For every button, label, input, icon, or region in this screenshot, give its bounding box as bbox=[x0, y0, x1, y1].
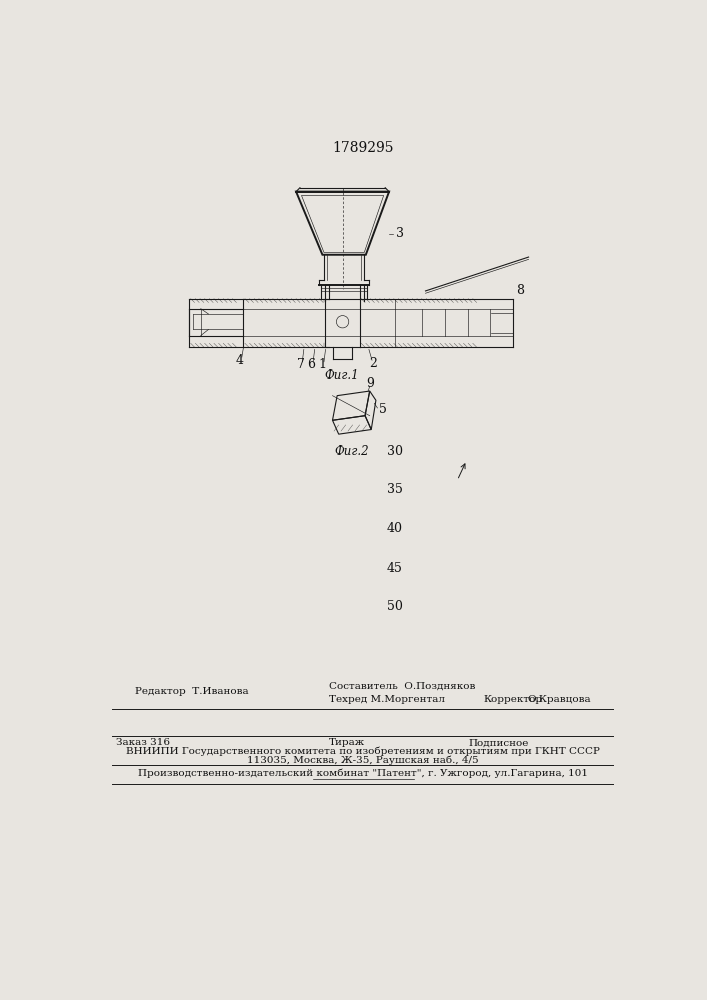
Text: О.Кравцова: О.Кравцова bbox=[528, 695, 592, 704]
Text: Техред М.Моргентал: Техред М.Моргентал bbox=[329, 695, 445, 704]
Text: Корректор: Корректор bbox=[484, 695, 543, 704]
Text: 35: 35 bbox=[387, 483, 402, 496]
Text: Заказ 316: Заказ 316 bbox=[115, 738, 170, 747]
Text: 4: 4 bbox=[235, 354, 243, 367]
Text: 2: 2 bbox=[370, 357, 378, 370]
Text: 3: 3 bbox=[396, 227, 404, 240]
Text: 7: 7 bbox=[297, 358, 305, 371]
Text: Редактор  Т.Иванова: Редактор Т.Иванова bbox=[135, 687, 248, 696]
Text: Составитель  О.Поздняков: Составитель О.Поздняков bbox=[329, 681, 475, 690]
Text: 8: 8 bbox=[516, 284, 524, 297]
Text: Фиг.2: Фиг.2 bbox=[334, 445, 369, 458]
Text: Тираж: Тираж bbox=[329, 738, 365, 747]
Text: Производственно-издательский комбинат "Патент", г. Ужгород, ул.Гагарина, 101: Производственно-издательский комбинат "П… bbox=[138, 769, 588, 778]
Text: 30: 30 bbox=[387, 445, 402, 458]
Text: Фиг.1: Фиг.1 bbox=[325, 369, 359, 382]
Text: 50: 50 bbox=[387, 600, 402, 613]
Text: 113035, Москва, Ж-35, Раушская наб., 4/5: 113035, Москва, Ж-35, Раушская наб., 4/5 bbox=[247, 755, 479, 765]
Text: ВНИИПИ Государственного комитета по изобретениям и открытиям при ГКНТ СССР: ВНИИПИ Государственного комитета по изоб… bbox=[126, 747, 600, 756]
Text: 45: 45 bbox=[387, 562, 402, 575]
Text: 1789295: 1789295 bbox=[332, 141, 394, 155]
Text: 9: 9 bbox=[366, 377, 373, 390]
Text: Подписное: Подписное bbox=[468, 738, 529, 747]
Text: 5: 5 bbox=[379, 403, 387, 416]
Text: 40: 40 bbox=[387, 522, 402, 535]
Text: 1: 1 bbox=[318, 358, 327, 371]
Text: 6: 6 bbox=[308, 358, 315, 371]
